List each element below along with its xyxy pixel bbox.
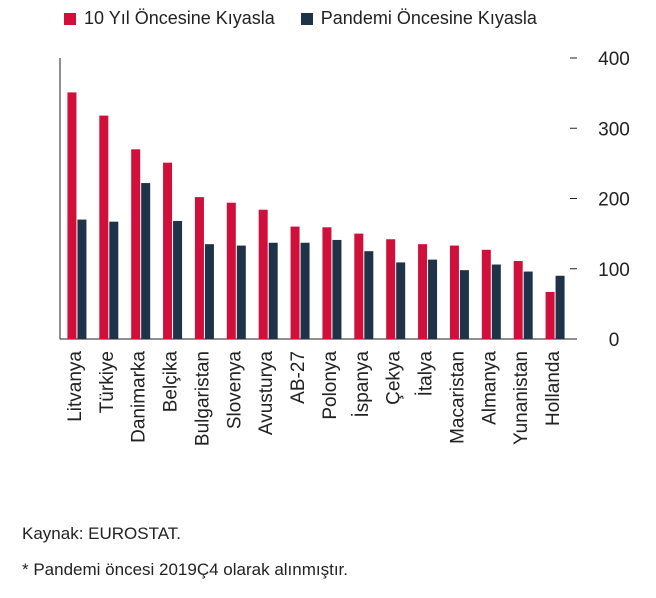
- y-tick-label: 200: [598, 190, 630, 211]
- bar-series-2: [173, 220, 183, 339]
- bar-series-2: [141, 183, 151, 339]
- bar-series-2: [204, 244, 214, 339]
- bar-series-2: [364, 251, 374, 339]
- bar-series-2: [491, 264, 501, 339]
- bar-series-2: [396, 262, 406, 339]
- x-tick-label: Belçika: [161, 351, 182, 413]
- bar-series-1: [99, 115, 109, 339]
- bar-series-1: [386, 239, 396, 339]
- x-tick-label: Danimarka: [129, 351, 150, 443]
- legend-label-series-1: 10 Yıl Öncesine Kıyasla: [84, 8, 275, 28]
- legend-item-series-1: 10 Yıl Öncesine Kıyasla: [64, 8, 275, 29]
- bar-series-1: [545, 291, 555, 339]
- x-tick-label: Avusturya: [256, 351, 277, 436]
- bar-series-1: [449, 245, 459, 339]
- bar-series-1: [290, 226, 300, 339]
- x-tick-label: Türkiye: [97, 351, 118, 413]
- legend-swatch-series-2: [300, 12, 313, 25]
- bar-chart: 0 100 200 300 400 Litvanya Türkiye Danimarka Bel…: [59, 49, 630, 446]
- x-tick-label: Polonya: [320, 351, 341, 420]
- bar-series-1: [226, 202, 236, 339]
- x-tick-label: Macaristan: [447, 351, 468, 444]
- bar-series-1: [131, 149, 141, 339]
- x-tick-label: İspanya: [352, 351, 373, 418]
- x-tick-label: Çekya: [384, 351, 405, 405]
- x-tick-label: İtalya: [416, 351, 437, 397]
- y-tick-label: 300: [598, 119, 630, 140]
- bar-series-2: [300, 242, 310, 339]
- bar-series-2: [109, 221, 119, 339]
- bar-series-1: [322, 227, 332, 339]
- bar-series-1: [354, 233, 364, 339]
- bar-series-1: [418, 244, 428, 339]
- bar-series-2: [428, 259, 438, 339]
- x-tick-label: Yunanistan: [511, 351, 532, 445]
- bar-series-1: [513, 261, 523, 339]
- x-tick-label: Bulgaristan: [192, 351, 213, 446]
- legend-label-series-2: Pandemi Öncesine Kıyasla: [320, 8, 537, 28]
- y-tick-label: 100: [598, 260, 630, 281]
- bar-series-1: [67, 92, 77, 339]
- x-tick-label: AB-27: [288, 351, 309, 404]
- x-tick-label: Slovenya: [224, 351, 245, 430]
- x-tick-label: Almanya: [479, 351, 500, 425]
- bar-series-1: [258, 209, 268, 339]
- bar-series-1: [163, 162, 173, 339]
- bar-series-2: [555, 275, 565, 339]
- pandemic-note: * Pandemi öncesi 2019Ç4 olarak alınmıştı…: [22, 560, 349, 579]
- bar-series-2: [77, 219, 87, 339]
- bar-series-2: [268, 242, 278, 339]
- bar-series-2: [236, 245, 246, 339]
- y-tick-label: 400: [598, 49, 630, 70]
- bar-series-2: [332, 239, 342, 339]
- y-tick-label: 0: [609, 330, 620, 351]
- x-tick-label: Hollanda: [543, 351, 564, 426]
- legend: 10 Yıl Öncesine Kıyasla Pandemi Öncesine…: [64, 8, 537, 29]
- bar-series-2: [459, 270, 469, 339]
- x-tick-label: Litvanya: [65, 351, 86, 422]
- bar-series-1: [481, 249, 491, 339]
- bar-series-1: [194, 197, 204, 339]
- source-note: Kaynak: EUROSTAT.: [22, 524, 182, 543]
- legend-swatch-series-1: [64, 12, 76, 25]
- legend-item-series-2: Pandemi Öncesine Kıyasla: [300, 8, 537, 29]
- bar-series-2: [523, 271, 533, 339]
